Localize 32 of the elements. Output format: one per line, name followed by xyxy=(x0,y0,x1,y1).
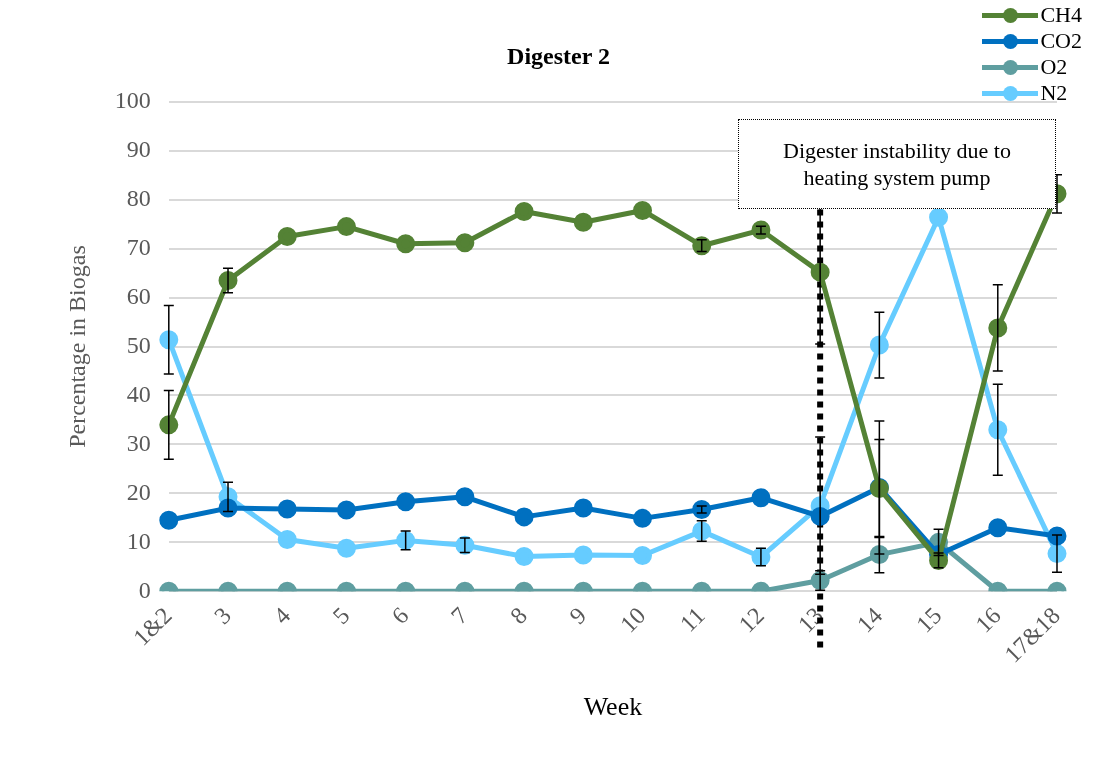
x-tick-label: 8 xyxy=(505,602,533,629)
legend-label: O2 xyxy=(1040,54,1068,80)
y-tick-label: 60 xyxy=(126,282,151,309)
x-tick-label: 9 xyxy=(564,602,592,629)
x-tick-label: 14 xyxy=(851,602,888,638)
legend-label: N2 xyxy=(1040,80,1068,106)
x-tick-label: 5 xyxy=(327,602,355,629)
x-tick-label: 1&2 xyxy=(128,602,177,651)
y-tick-label: 20 xyxy=(126,478,151,505)
y-axis-title: Percentage in Biogas xyxy=(63,245,90,448)
y-tick-label: 80 xyxy=(126,185,151,211)
y-tick-label: 50 xyxy=(126,331,151,358)
y-tick-label: 10 xyxy=(126,527,151,554)
y-tick-label: 70 xyxy=(126,233,151,260)
x-tick-label: 12 xyxy=(733,602,769,638)
chart-title: Digester 2 xyxy=(507,42,610,69)
x-tick-label: 16 xyxy=(970,602,1006,638)
y-tick-label: 0 xyxy=(138,576,151,603)
x-axis-title: Week xyxy=(583,692,643,722)
x-tick-label: 3 xyxy=(209,602,236,629)
x-tick-label: 4 xyxy=(268,602,296,629)
x-tick-label: 10 xyxy=(615,602,651,638)
x-tick-label: 15 xyxy=(911,602,947,638)
legend-label: CO2 xyxy=(1040,28,1082,54)
x-tick-label: 7 xyxy=(445,602,473,629)
y-tick-label: 90 xyxy=(126,136,151,163)
y-tick-label: 100 xyxy=(114,87,151,114)
y-tick-label: 30 xyxy=(126,429,151,456)
x-tick-label: 6 xyxy=(386,602,414,629)
legend-label: CH4 xyxy=(1040,2,1082,28)
y-tick-label: 40 xyxy=(126,380,151,407)
x-tick-label: 11 xyxy=(674,602,710,637)
